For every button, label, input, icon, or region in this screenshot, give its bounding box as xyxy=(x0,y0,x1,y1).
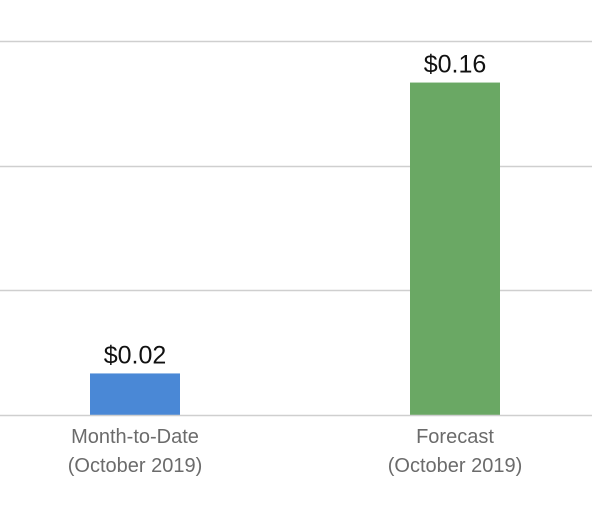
bars xyxy=(90,82,500,416)
x-tick-label-1-line-1: (October 2019) xyxy=(388,455,523,477)
gridlines xyxy=(0,40,592,292)
x-tick-label-0-line-1: (October 2019) xyxy=(68,455,203,477)
x-axis-tick-labels: Month-to-Date (October 2019) Forecast (Octo… xyxy=(68,426,523,477)
data-labels: $0.02 $0.16 xyxy=(104,51,487,370)
x-tick-label-0-line-0: Month-to-Date xyxy=(71,426,199,448)
data-label-1: $0.16 xyxy=(424,51,487,79)
bar-1 xyxy=(410,82,500,416)
x-tick-label-1-line-0: Forecast xyxy=(416,426,494,448)
data-label-0: $0.02 xyxy=(104,341,167,369)
bar-0 xyxy=(90,373,180,415)
